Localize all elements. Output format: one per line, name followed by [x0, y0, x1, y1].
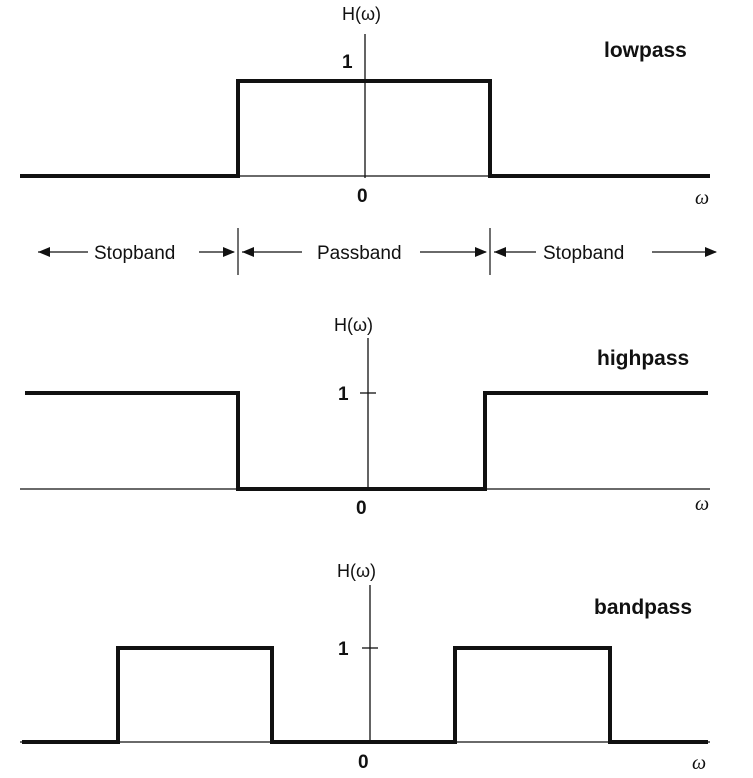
highpass-x-label: ω: [695, 493, 709, 515]
stopband-right-arrowhead-left: [494, 247, 506, 257]
passband-arrowhead-right: [475, 247, 487, 257]
bandpass-y-label: H(ω): [337, 561, 376, 581]
bandpass-zero-label: 0: [358, 752, 369, 773]
stopband-left-label: Stopband: [94, 243, 175, 264]
bandpass-response-curve: [22, 646, 708, 744]
highpass-zero-label: 0: [356, 498, 367, 519]
passband-arrowhead-left: [242, 247, 254, 257]
highpass-panel: H(ω) 1 0 ω highpass: [20, 315, 710, 519]
bandpass-title: bandpass: [594, 596, 692, 619]
lowpass-y-label: H(ω): [342, 4, 381, 24]
passband-label: Passband: [317, 243, 402, 264]
bandpass-panel: H(ω) 1 0 ω bandpass: [20, 561, 710, 774]
highpass-y-label: H(ω): [334, 315, 373, 335]
stopband-left-arrowhead-left: [38, 247, 50, 257]
highpass-response-curve: [25, 391, 708, 491]
lowpass-panel: H(ω) 1 0 ω lowpass: [20, 4, 710, 209]
lowpass-title: lowpass: [604, 39, 687, 62]
stopband-right-label: Stopband: [543, 243, 624, 264]
lowpass-x-label: ω: [695, 187, 709, 209]
band-annotation: Stopband Passband Stopband: [38, 228, 717, 275]
lowpass-response-curve: [20, 79, 710, 178]
bandpass-one-label: 1: [338, 639, 349, 660]
highpass-one-label: 1: [338, 384, 349, 405]
highpass-title: highpass: [597, 347, 689, 370]
lowpass-one-label: 1: [342, 52, 353, 73]
stopband-right-arrowhead-right: [705, 247, 717, 257]
lowpass-zero-label: 0: [357, 186, 368, 207]
stopband-left-arrowhead-right: [223, 247, 235, 257]
bandpass-x-label: ω: [692, 752, 706, 774]
